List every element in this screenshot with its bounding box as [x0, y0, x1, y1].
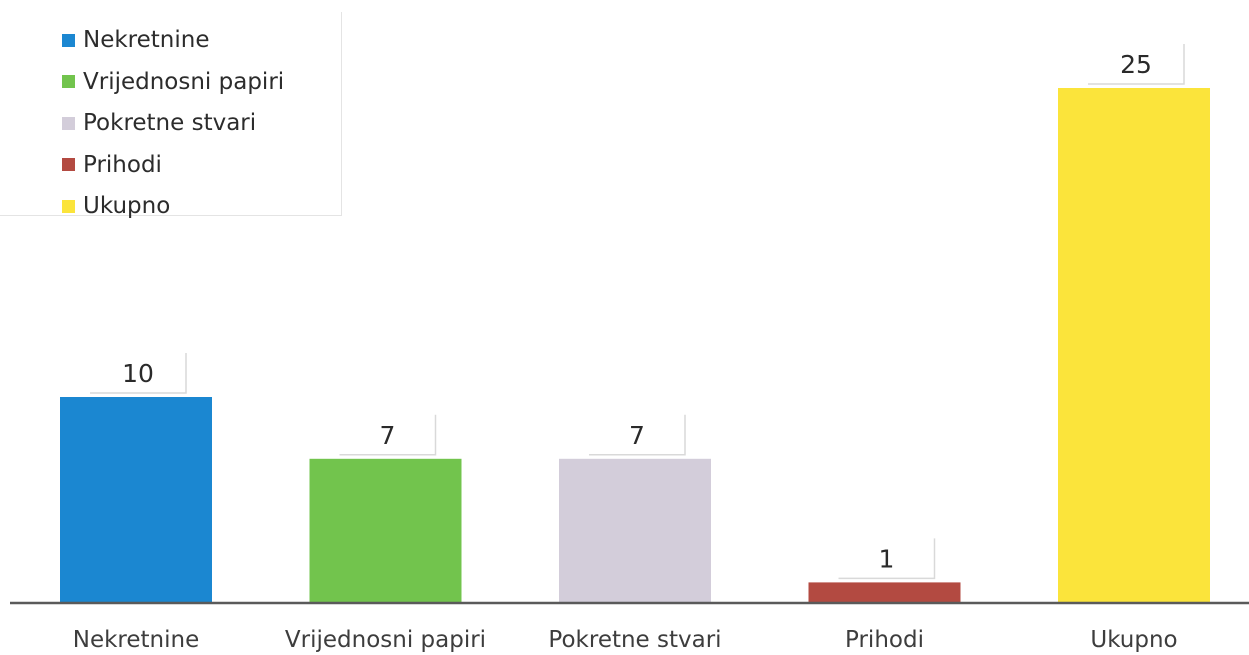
legend-swatch-prihodi [62, 158, 75, 171]
bar-pokretne-stvari [559, 458, 711, 603]
legend-label-pokretne-stvari: Pokretne stvari [83, 110, 257, 136]
legend-swatch-nekretnine [62, 33, 75, 47]
data-labels-group: 10 7 7 1 25 [90, 44, 1185, 580]
data-label-nekretnine: 10 [122, 359, 154, 388]
legend-swatch-pokretne-stvari [62, 116, 75, 130]
bars-group [60, 88, 1210, 603]
legend-swatch-vrijednosni-papiri [62, 75, 75, 88]
data-label-frame-vrijednosni-papiri [339, 414, 437, 456]
data-label-frame-ukupno [1088, 44, 1185, 85]
bar-nekretnine [60, 397, 212, 603]
x-tick-label-pokretne-stvari: Pokretne stvari [548, 627, 721, 653]
legend-label-nekretnine: Nekretnine [83, 27, 210, 53]
data-label-prihodi: 1 [879, 544, 895, 573]
data-label-frame-pokretne-stvari [589, 414, 686, 456]
x-tick-label-nekretnine: Nekretnine [73, 627, 200, 653]
legend-item-vrijednosni-papiri: Vrijednosni papiri [62, 67, 284, 97]
bar-prihodi [808, 582, 961, 603]
data-label-ukupno: 25 [1120, 50, 1152, 79]
legend-item-prihodi: Prihodi [62, 150, 162, 180]
x-tick-label-vrijednosni-papiri: Vrijednosni papiri [285, 627, 486, 653]
bar-ukupno [1058, 88, 1210, 603]
x-tick-label-ukupno: Ukupno [1090, 627, 1177, 653]
legend-item-nekretnine: Nekretnine [62, 25, 210, 55]
bar-vrijednosni-papiri [309, 458, 462, 603]
x-tick-label-prihodi: Prihodi [845, 627, 924, 653]
legend-label-ukupno: Ukupno [83, 193, 171, 219]
legend-item-ukupno: Ukupno [62, 191, 170, 221]
legend-label-vrijednosni-papiri: Vrijednosni papiri [83, 68, 285, 95]
data-label-frame-nekretnine [90, 353, 187, 394]
chart-legend: Nekretnine Vrijednosni papiri Pokretne stv… [0, 12, 342, 219]
x-tick-labels-group: Nekretnine Vrijednosni papiri Pokretne stv… [73, 627, 1178, 653]
data-label-vrijednosni-papiri: 7 [380, 421, 396, 450]
legend-label-prihodi: Prihodi [83, 151, 162, 178]
legend-item-pokretne-stvari: Pokretne stvari [62, 108, 256, 138]
legend-swatch-ukupno [62, 199, 75, 213]
data-label-pokretne-stvari: 7 [629, 421, 645, 450]
data-label-frame-prihodi [838, 538, 936, 580]
